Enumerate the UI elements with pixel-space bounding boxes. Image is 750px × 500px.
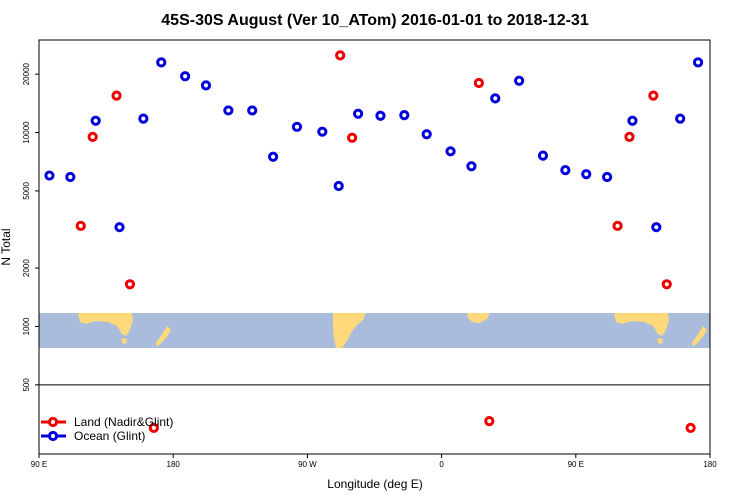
land-point bbox=[87, 131, 98, 142]
map-land-tasmania-right bbox=[657, 338, 663, 344]
land-point bbox=[111, 90, 122, 101]
x-tick-label: 180 bbox=[703, 460, 717, 469]
y-tick-label: 5000 bbox=[22, 181, 31, 199]
ocean-point bbox=[581, 169, 592, 180]
ocean-point bbox=[399, 109, 410, 121]
ocean-point bbox=[180, 71, 191, 82]
chart-title: 45S-30S August (Ver 10_ATom) 2016-01-01 … bbox=[161, 12, 589, 29]
data-points bbox=[44, 50, 704, 433]
map-land-newzealand-right bbox=[691, 326, 707, 346]
ocean-point bbox=[627, 115, 638, 126]
ocean-point bbox=[560, 165, 571, 176]
y-axis: 500 1000 2000 5000 10000 20000 bbox=[22, 62, 39, 392]
map-ocean bbox=[39, 313, 710, 348]
land-point bbox=[484, 416, 495, 427]
ocean-point bbox=[514, 75, 525, 86]
y-tick-label: 10000 bbox=[22, 121, 31, 144]
ocean-point bbox=[156, 57, 167, 68]
land-point bbox=[75, 220, 86, 232]
legend-item-land: Land (Nadir&Glint) bbox=[41, 415, 173, 429]
ocean-point bbox=[352, 108, 364, 119]
map-land-australia-right bbox=[614, 313, 669, 336]
map-land-south-africa bbox=[467, 313, 490, 323]
legend-marker-land bbox=[47, 416, 59, 428]
legend-label-land: Land (Nadir&Glint) bbox=[74, 415, 173, 429]
map-land-australia-left bbox=[78, 313, 133, 336]
ocean-point bbox=[602, 171, 613, 183]
x-tick-label: 90 W bbox=[298, 460, 317, 469]
ocean-point bbox=[138, 113, 149, 124]
x-axis: 90 E 180 90 W 0 90 E 180 bbox=[31, 454, 717, 469]
land-point bbox=[473, 77, 484, 89]
land-point bbox=[624, 131, 635, 142]
ocean-point bbox=[291, 121, 303, 132]
ocean-point bbox=[44, 170, 55, 181]
land-point bbox=[661, 279, 672, 290]
land-point bbox=[148, 422, 159, 433]
ocean-point bbox=[445, 146, 456, 157]
world-map-strip bbox=[39, 313, 710, 348]
y-axis-label: N Total bbox=[0, 228, 13, 265]
y-tick-label: 500 bbox=[22, 378, 31, 392]
legend: Land (Nadir&Glint) Ocean (Glint) bbox=[41, 415, 173, 443]
land-point bbox=[347, 132, 358, 143]
map-land-south-america bbox=[333, 313, 366, 348]
ocean-point bbox=[675, 113, 686, 124]
ocean-point bbox=[247, 105, 258, 116]
y-tick-label: 2000 bbox=[22, 259, 31, 277]
map-land-newzealand-left bbox=[155, 326, 171, 346]
plot-frame bbox=[38, 39, 711, 455]
ocean-point bbox=[466, 161, 477, 172]
y-tick-label: 1000 bbox=[22, 317, 31, 335]
y-tick-label: 20000 bbox=[22, 62, 31, 85]
series-ocean bbox=[44, 57, 704, 233]
legend-marker-ocean bbox=[47, 430, 59, 442]
land-point bbox=[124, 279, 136, 290]
ocean-point bbox=[651, 222, 662, 233]
legend-label-ocean: Ocean (Glint) bbox=[74, 429, 145, 443]
land-point bbox=[612, 220, 623, 232]
series-land bbox=[75, 50, 696, 433]
ocean-point bbox=[333, 180, 344, 192]
ocean-point bbox=[65, 171, 76, 183]
x-tick-label: 90 E bbox=[568, 460, 584, 469]
ocean-point bbox=[200, 80, 212, 91]
ocean-point bbox=[692, 57, 704, 68]
land-point bbox=[335, 50, 346, 61]
ocean-point bbox=[375, 110, 386, 121]
x-axis-label: Longitude (deg E) bbox=[327, 477, 422, 491]
ocean-point bbox=[490, 93, 501, 104]
ocean-point bbox=[268, 151, 279, 162]
ocean-point bbox=[421, 129, 432, 140]
ocean-point bbox=[317, 126, 328, 137]
ocean-point bbox=[223, 105, 234, 116]
map-land-tasmania-left bbox=[121, 338, 127, 344]
land-point bbox=[685, 422, 696, 433]
x-tick-label: 0 bbox=[439, 460, 444, 469]
x-tick-label: 90 E bbox=[31, 460, 47, 469]
legend-item-ocean: Ocean (Glint) bbox=[41, 429, 145, 443]
ocean-point bbox=[90, 115, 101, 126]
x-tick-label: 180 bbox=[167, 460, 181, 469]
land-point bbox=[648, 90, 659, 101]
ocean-point bbox=[114, 222, 125, 233]
ocean-point bbox=[537, 150, 549, 161]
